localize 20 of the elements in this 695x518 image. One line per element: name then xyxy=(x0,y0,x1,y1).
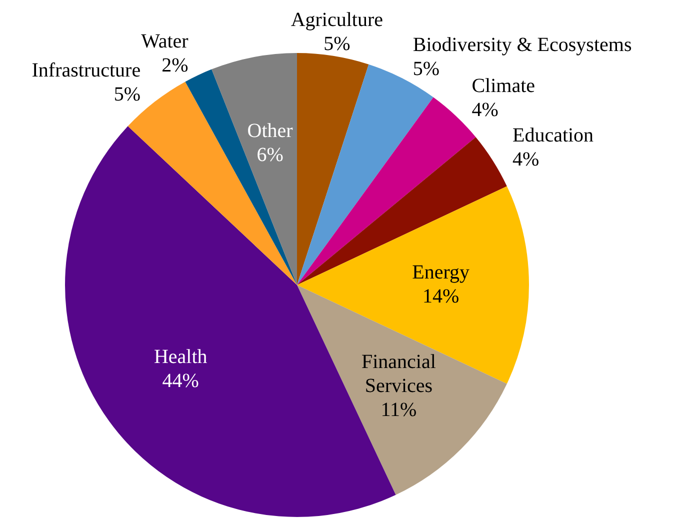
slice-label: Agriculture xyxy=(290,9,384,32)
slice-label: Health xyxy=(154,346,208,368)
data-label: 11% xyxy=(380,398,417,421)
data-label: 4% xyxy=(472,99,498,122)
data-label: 14% xyxy=(422,285,460,308)
data-label: 44% xyxy=(162,370,199,392)
data-label: 4% xyxy=(512,148,540,171)
data-label: 5% xyxy=(324,33,350,56)
slice-label: Education xyxy=(512,124,594,147)
slice-label: Infrastructure xyxy=(32,60,141,82)
data-label: 5% xyxy=(412,58,440,80)
data-label: 2% xyxy=(162,54,188,76)
data-label: 5% xyxy=(114,84,141,106)
slice-label: Water xyxy=(141,30,189,52)
slice-label: Other xyxy=(247,120,294,142)
data-label: 6% xyxy=(256,144,284,166)
slice-label: Financial Services xyxy=(361,350,436,397)
slice-label: Biodiversity & Ecosystems xyxy=(412,34,632,56)
slice-label: Energy xyxy=(412,261,470,284)
slice-label: Climate xyxy=(472,75,536,98)
